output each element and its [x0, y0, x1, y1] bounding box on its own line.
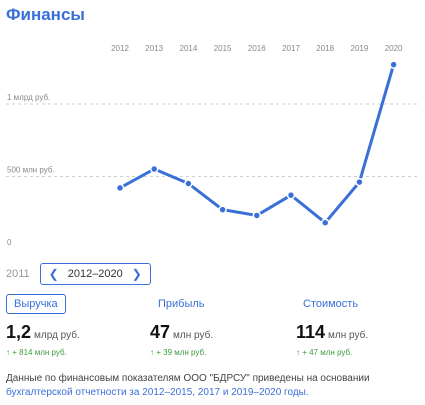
revenue-value: 1,2 млрд руб. — [6, 322, 80, 343]
profit-change: ↑ + 39 млн руб. — [150, 348, 207, 357]
x-tick-label: 2020 — [385, 44, 403, 53]
revenue-number: 1,2 — [6, 322, 32, 342]
year-range-selector: ❮ 2012–2020 ❯ — [39, 263, 151, 285]
prev-year-label[interactable]: 2011 — [6, 268, 30, 280]
value-change: ↑ + 47 млн руб. — [296, 348, 353, 357]
x-tick-label: 2013 — [145, 44, 163, 53]
data-point[interactable] — [184, 179, 193, 188]
revenue-change: ↑ + 814 млн руб. — [6, 348, 67, 357]
y-tick-label: 0 — [7, 238, 12, 247]
data-point[interactable] — [286, 190, 296, 200]
data-point[interactable] — [218, 205, 227, 214]
data-point[interactable] — [149, 164, 159, 174]
note-text: Данные по финансовым показателям ООО "БД… — [6, 373, 370, 384]
value-value: 114 млн руб. — [296, 322, 368, 343]
x-tick-label: 2012 — [111, 44, 129, 53]
x-tick-label: 2015 — [214, 44, 232, 53]
series-line — [119, 64, 396, 225]
chevron-right-icon[interactable]: ❯ — [131, 267, 142, 281]
x-tick-label: 2016 — [248, 44, 266, 53]
x-tick-label: 2019 — [351, 44, 369, 53]
chevron-left-icon[interactable]: ❮ — [48, 267, 59, 281]
revenue-unit: млрд руб. — [34, 330, 80, 341]
data-source-note: Данные по финансовым показателям ООО "БД… — [6, 372, 416, 400]
profit-number: 47 — [150, 322, 171, 342]
tab-revenue[interactable]: Выручка — [6, 294, 66, 314]
accounting-link[interactable]: бухгалтерской отчетности за 2012–2015, 2… — [6, 387, 309, 398]
year-range-row: 2011 ❮ 2012–2020 ❯ — [6, 262, 151, 286]
page-title: Финансы — [6, 5, 85, 24]
y-tick-label: 500 млн руб. — [7, 166, 55, 175]
profit-value: 47 млн руб. — [150, 322, 213, 343]
year-range-label: 2012–2020 — [67, 268, 123, 280]
value-unit: млн руб. — [328, 330, 369, 341]
tab-value[interactable]: Стоимость — [303, 298, 359, 310]
data-point[interactable] — [252, 211, 262, 220]
data-point[interactable] — [115, 183, 125, 193]
data-point[interactable] — [389, 60, 398, 69]
x-tick-label: 2017 — [282, 44, 300, 53]
tab-profit[interactable]: Прибыль — [158, 298, 205, 310]
profit-unit: млн руб. — [173, 330, 214, 341]
value-number: 114 — [296, 322, 326, 342]
finance-line-chart: 2012 2013 2014 2015 2016 2017 2018 2019 2020 0 500… — [6, 44, 418, 247]
data-point[interactable] — [355, 177, 364, 187]
x-tick-label: 2014 — [180, 44, 198, 53]
y-tick-label: 1 млрд руб. — [7, 93, 50, 102]
x-tick-label: 2018 — [316, 44, 334, 53]
data-point[interactable] — [320, 218, 330, 227]
